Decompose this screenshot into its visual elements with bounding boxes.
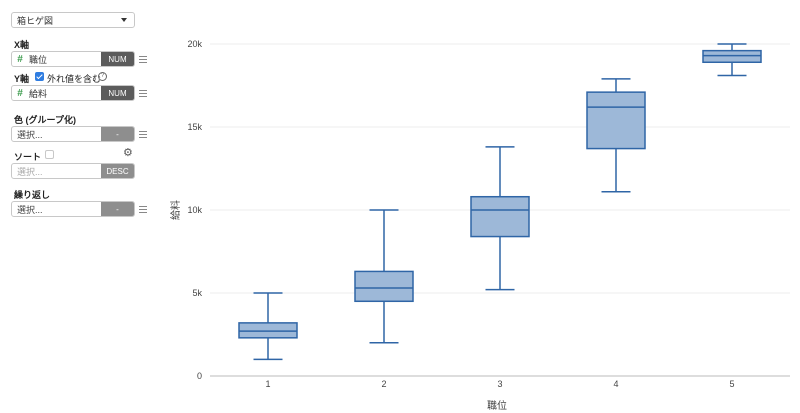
color-menu-icon[interactable]: [139, 131, 147, 138]
color-placeholder: 選択...: [17, 129, 43, 140]
y-axis-menu-icon[interactable]: [139, 90, 147, 97]
box-iqr: [586, 91, 646, 150]
x-tick-label: 1: [265, 379, 270, 389]
sort-order-tag[interactable]: DESC: [101, 164, 134, 178]
x-tick-label: 3: [497, 379, 502, 389]
x-axis-type-tag[interactable]: NUM: [101, 52, 134, 66]
box-iqr: [702, 49, 762, 64]
repeat-field[interactable]: 選択... -: [11, 201, 135, 217]
box-iqr: [238, 322, 298, 339]
y-axis-label: Y軸: [14, 74, 30, 84]
sort-checkbox[interactable]: [45, 150, 54, 159]
y-axis-field-name: 給料: [29, 88, 48, 99]
x-axis-label: X軸: [14, 40, 30, 50]
chevron-down-icon: [121, 18, 127, 22]
chart-type-select[interactable]: 箱ヒゲ図: [11, 12, 135, 28]
color-field[interactable]: 選択... -: [11, 126, 135, 142]
box-iqr: [470, 195, 530, 238]
y-tick-label: 20k: [187, 39, 202, 49]
repeat-menu-icon[interactable]: [139, 206, 147, 213]
include-outliers-checkbox[interactable]: [35, 72, 44, 81]
sort-placeholder: 選択...: [17, 166, 43, 177]
y-axis-field[interactable]: # 給料 NUM: [11, 85, 135, 101]
sort-label: ソート: [14, 152, 42, 162]
x-tick-label: 5: [729, 379, 734, 389]
sort-field[interactable]: 選択... DESC: [11, 163, 135, 179]
x-axis-field[interactable]: # 職位 NUM: [11, 51, 135, 67]
repeat-label: 繰り返し: [14, 190, 51, 200]
y-tick-label: 15k: [187, 122, 202, 132]
y-tick-label: 0: [197, 371, 202, 381]
gear-icon[interactable]: ⚙: [123, 147, 133, 159]
x-tick-label: 2: [381, 379, 386, 389]
x-axis-field-name: 職位: [29, 54, 48, 65]
numeric-hash-icon: #: [17, 87, 23, 99]
box-iqr: [354, 270, 414, 303]
chart-type-value: 箱ヒゲ図: [17, 15, 54, 26]
color-label: 色 (グループ化): [14, 115, 76, 125]
y-axis-type-tag[interactable]: NUM: [101, 86, 134, 100]
y-tick-label: 5k: [192, 288, 202, 298]
repeat-type-tag[interactable]: -: [101, 202, 134, 216]
color-type-tag[interactable]: -: [101, 127, 134, 141]
x-tick-label: 4: [613, 379, 618, 389]
x-axis-menu-icon[interactable]: [139, 56, 147, 63]
control-panel: 箱ヒゲ図 X軸 # 職位 NUM Y軸 外れ値を含む ? # 給料 NUM 色 …: [0, 0, 160, 413]
x-axis-title: 職位: [487, 399, 507, 412]
include-outliers-label: 外れ値を含む: [47, 74, 102, 84]
help-icon[interactable]: ?: [98, 72, 107, 81]
y-axis-title: 給料: [169, 200, 182, 220]
repeat-placeholder: 選択...: [17, 204, 43, 215]
y-tick-label: 10k: [187, 205, 202, 215]
numeric-hash-icon: #: [17, 53, 23, 65]
